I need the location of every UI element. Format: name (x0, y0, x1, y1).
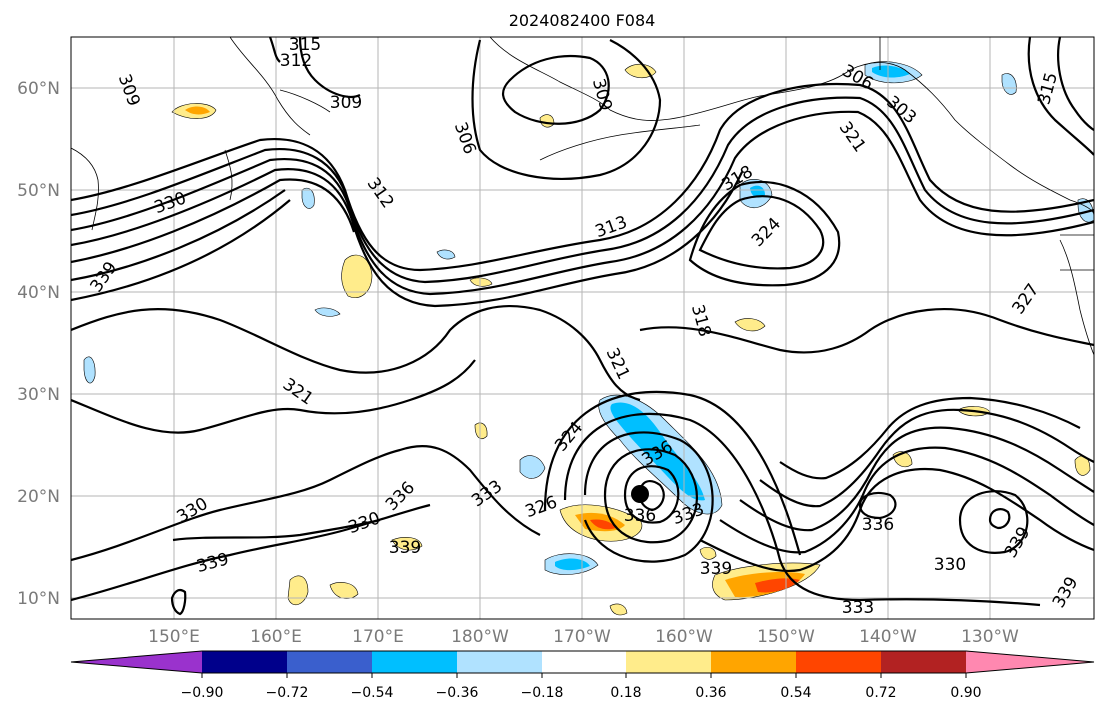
lon-label: 170°E (352, 627, 404, 647)
lon-label: 150°E (148, 627, 200, 647)
colorbar-tick-label: −0.18 (521, 685, 564, 701)
lat-label: 10°N (17, 589, 60, 609)
lon-label: 150°W (757, 627, 815, 647)
lat-label: 50°N (17, 181, 60, 201)
colorbar-extend-high (966, 651, 1094, 673)
contour-lines (71, 37, 1094, 616)
colorbar-tick-label: 0.18 (610, 685, 641, 701)
contour-label: 315 (289, 35, 321, 55)
colorbar-segment (457, 651, 542, 673)
lat-label: 20°N (17, 487, 60, 507)
colorbar-ticks (201, 673, 967, 678)
contour-label: 312 (280, 51, 312, 71)
contour-label: 339 (700, 559, 732, 579)
lon-label: 170°W (553, 627, 611, 647)
lat-label: 30°N (17, 385, 60, 405)
figure-title: 2024082400 F084 (509, 11, 656, 30)
contour-label: 336 (624, 506, 656, 526)
cyclone-marker (631, 485, 649, 503)
contour-label: 333 (842, 598, 874, 618)
colorbar-tick-label: −0.36 (436, 685, 479, 701)
colorbar-tick-label: 0.54 (780, 685, 811, 701)
colorbar-tick-label: −0.54 (351, 685, 394, 701)
colorbar-segment (881, 651, 966, 673)
latitude-axis: 60°N 50°N 40°N 30°N 20°N 10°N (17, 79, 60, 609)
map-frame (70, 36, 1095, 620)
colorbar-segment (796, 651, 881, 673)
colorbar-extend-low (71, 651, 202, 673)
longitude-axis: 150°E 160°E 170°E 180°W 170°W 160°W 150°… (148, 627, 1019, 647)
colorbar-segment (711, 651, 796, 673)
colorbar-segment (372, 651, 457, 673)
lat-label: 40°N (17, 283, 60, 303)
colorbar-tick-label: 0.72 (865, 685, 896, 701)
colorbar-tick-label: −0.90 (181, 685, 224, 701)
map-content (71, 37, 1094, 619)
contour-label: 330 (934, 555, 966, 575)
lon-label: 160°E (250, 627, 302, 647)
contour-label: 336 (862, 515, 894, 535)
colorbar-segment (287, 651, 372, 673)
contour-label: 309 (330, 93, 362, 113)
colorbar-segment (542, 651, 626, 673)
cold-anomaly-patches (83, 61, 1094, 575)
colorbar-tick-label: 0.36 (695, 685, 726, 701)
colorbar-segment (626, 651, 711, 673)
colorbar-tick-label: 0.90 (950, 685, 981, 701)
lon-label: 160°W (655, 627, 713, 647)
contour-label: 339 (389, 538, 421, 558)
lon-label: 140°W (859, 627, 917, 647)
colorbar-segment (202, 651, 287, 673)
colorbar: −0.90 −0.72 −0.54 −0.36 −0.18 0.18 0.36 … (70, 650, 1095, 701)
lon-label: 130°W (961, 627, 1019, 647)
colorbar-tick-label: −0.72 (266, 685, 309, 701)
lat-label: 60°N (17, 79, 60, 99)
lon-label: 180°W (451, 627, 509, 647)
